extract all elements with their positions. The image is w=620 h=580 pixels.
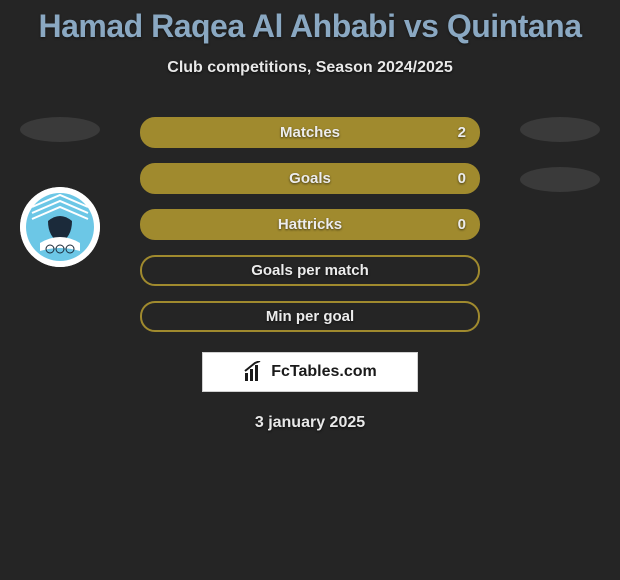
- page-subtitle: Club competitions, Season 2024/2025: [0, 59, 620, 77]
- brand-text: FcTables.com: [271, 363, 377, 381]
- stat-label: Min per goal: [266, 308, 354, 325]
- brand-box[interactable]: FcTables.com: [202, 352, 418, 392]
- stat-row-hattricks: Hattricks 0: [140, 209, 480, 240]
- player-badge-left: [20, 117, 100, 142]
- stat-value: 0: [458, 170, 466, 187]
- stat-value: 2: [458, 124, 466, 141]
- content-area: Matches 2 Goals 0 Hattricks 0 Goals per …: [0, 117, 620, 432]
- club-logo-left: [20, 187, 100, 267]
- club-logo-icon: [20, 187, 100, 267]
- player-badge-right-1: [520, 117, 600, 142]
- player-badge-right-2: [520, 167, 600, 192]
- page-container: Hamad Raqea Al Ahbabi vs Quintana Club c…: [0, 0, 620, 432]
- stat-label: Goals: [289, 170, 331, 187]
- stat-row-matches: Matches 2: [140, 117, 480, 148]
- stat-label: Matches: [280, 124, 340, 141]
- stat-label: Hattricks: [278, 216, 342, 233]
- stat-row-min-per-goal: Min per goal: [140, 301, 480, 332]
- stats-list: Matches 2 Goals 0 Hattricks 0 Goals per …: [140, 117, 480, 332]
- stat-value: 0: [458, 216, 466, 233]
- stat-label: Goals per match: [251, 262, 369, 279]
- chart-icon: [243, 361, 265, 383]
- stat-row-goals-per-match: Goals per match: [140, 255, 480, 286]
- date-text: 3 january 2025: [0, 414, 620, 432]
- stat-row-goals: Goals 0: [140, 163, 480, 194]
- page-title: Hamad Raqea Al Ahbabi vs Quintana: [0, 8, 620, 45]
